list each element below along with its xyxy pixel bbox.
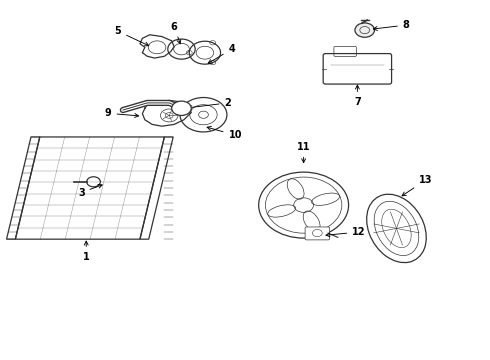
Text: 13: 13 [402, 175, 433, 196]
Text: 11: 11 [297, 141, 310, 163]
Text: 1: 1 [83, 241, 90, 262]
Circle shape [259, 172, 348, 238]
Circle shape [180, 98, 227, 132]
Text: 9: 9 [105, 108, 139, 118]
Text: 8: 8 [373, 20, 410, 30]
Text: 5: 5 [115, 26, 149, 46]
Text: 10: 10 [207, 126, 242, 140]
Circle shape [87, 177, 100, 187]
FancyBboxPatch shape [305, 227, 330, 240]
Text: 3: 3 [78, 184, 102, 198]
Text: 6: 6 [171, 22, 181, 44]
Ellipse shape [367, 194, 426, 262]
Text: 7: 7 [354, 85, 361, 107]
Circle shape [160, 109, 178, 122]
Text: 2: 2 [188, 98, 231, 109]
Circle shape [355, 23, 374, 37]
Circle shape [172, 101, 191, 116]
Text: 12: 12 [326, 227, 366, 237]
Text: 4: 4 [208, 44, 235, 63]
